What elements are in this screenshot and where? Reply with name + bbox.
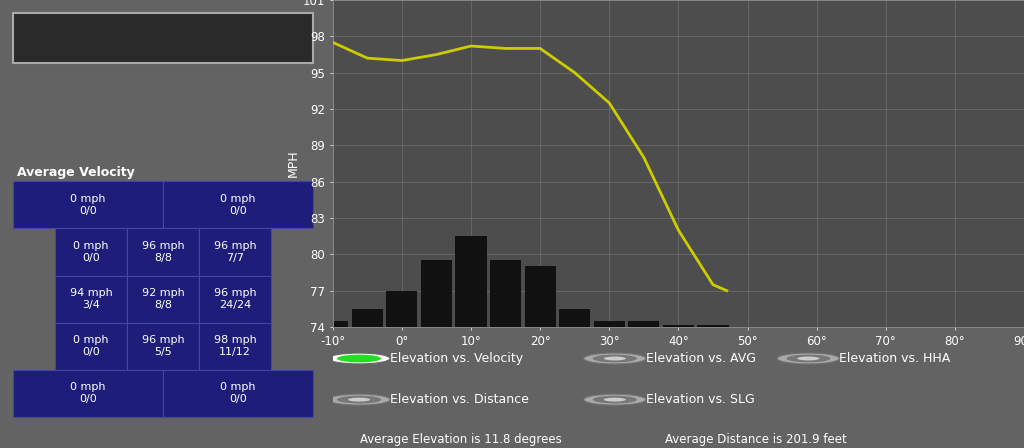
Bar [199, 276, 271, 323]
Circle shape [798, 357, 819, 361]
Text: 0 mph
0/0: 0 mph 0/0 [71, 382, 105, 405]
Circle shape [786, 355, 830, 362]
Text: Average Distance is 201.9 feet: Average Distance is 201.9 feet [665, 433, 846, 446]
Circle shape [584, 394, 646, 405]
Y-axis label: MPH: MPH [287, 150, 300, 177]
Circle shape [593, 396, 637, 404]
Bar [199, 228, 271, 276]
Bar [13, 181, 163, 228]
Text: 96 mph
7/7: 96 mph 7/7 [214, 241, 256, 263]
Bar [163, 370, 313, 417]
FancyBboxPatch shape [13, 13, 313, 63]
Text: 96 mph
5/5: 96 mph 5/5 [141, 335, 184, 358]
Bar [127, 323, 199, 370]
Circle shape [604, 398, 626, 401]
Text: Elevation vs. Velocity: Elevation vs. Velocity [390, 352, 523, 365]
Bar [352, 309, 383, 327]
Circle shape [777, 353, 840, 364]
Bar [663, 325, 694, 327]
Text: 0 mph
0/0: 0 mph 0/0 [220, 382, 256, 405]
Bar [55, 323, 127, 370]
Text: Elevation vs. Distance: Elevation vs. Distance [390, 393, 529, 406]
Bar [127, 276, 199, 323]
Bar [490, 260, 521, 327]
Circle shape [337, 355, 381, 362]
Text: 94 mph
3/4: 94 mph 3/4 [70, 288, 113, 310]
Bar [594, 321, 625, 327]
Bar [55, 228, 127, 276]
Text: 96 mph
8/8: 96 mph 8/8 [141, 241, 184, 263]
Bar [199, 323, 271, 370]
Bar [127, 228, 199, 276]
Text: Average Velocity: Average Velocity [16, 166, 134, 179]
Bar [421, 260, 452, 327]
Circle shape [337, 396, 381, 404]
Circle shape [593, 355, 637, 362]
Bar [456, 236, 486, 327]
Circle shape [328, 353, 390, 364]
Text: Average Elevation is 11.8 degrees: Average Elevation is 11.8 degrees [360, 433, 562, 446]
Circle shape [604, 357, 626, 361]
Bar [524, 267, 556, 327]
Text: Elevation vs. AVG: Elevation vs. AVG [646, 352, 756, 365]
Text: Elevation: Elevation [40, 29, 127, 47]
Text: 0 mph
0/0: 0 mph 0/0 [71, 194, 105, 216]
Bar [386, 291, 418, 327]
Text: 0 mph
0/0: 0 mph 0/0 [74, 241, 109, 263]
Bar [13, 370, 163, 417]
Text: ▼: ▼ [289, 31, 300, 45]
Text: Elevation vs. SLG: Elevation vs. SLG [646, 393, 755, 406]
Text: 98 mph
11/12: 98 mph 11/12 [214, 335, 256, 358]
Text: 0 mph
0/0: 0 mph 0/0 [74, 335, 109, 358]
Text: 92 mph
8/8: 92 mph 8/8 [141, 288, 184, 310]
Bar [629, 321, 659, 327]
Bar [697, 325, 728, 327]
Circle shape [584, 353, 646, 364]
Text: Elevation vs. HHA: Elevation vs. HHA [840, 352, 950, 365]
Bar [55, 276, 127, 323]
Text: 96 mph
24/24: 96 mph 24/24 [214, 288, 256, 310]
Bar [559, 309, 590, 327]
Bar [317, 321, 348, 327]
Circle shape [328, 394, 390, 405]
Circle shape [348, 398, 370, 401]
Bar [163, 181, 313, 228]
Text: 0 mph
0/0: 0 mph 0/0 [220, 194, 256, 216]
